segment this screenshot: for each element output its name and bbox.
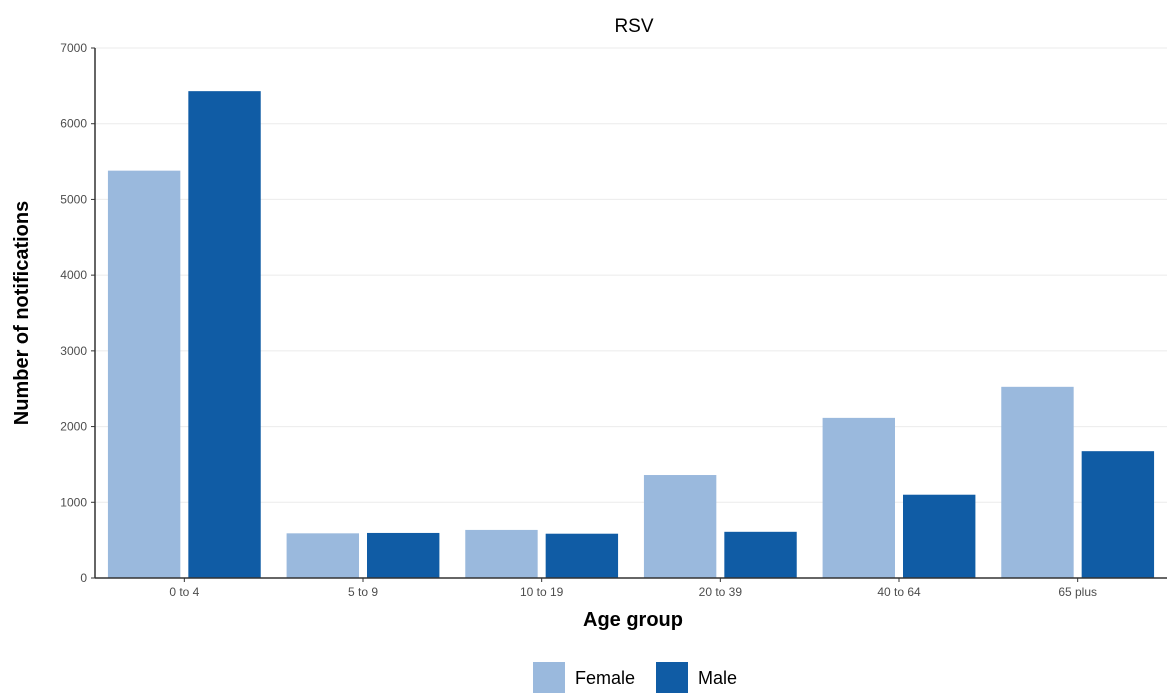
bars (107, 91, 1155, 579)
bar-male (1081, 451, 1155, 578)
bar-female (465, 529, 538, 578)
axes (91, 47, 1167, 582)
bar-female (286, 533, 359, 578)
y-tick-label: 2000 (60, 420, 87, 434)
x-tick-label: 20 to 39 (699, 585, 743, 599)
legend-label-female: Female (575, 668, 635, 688)
legend-label-male: Male (698, 668, 737, 688)
y-tick-label: 5000 (60, 192, 87, 206)
y-tick-label: 7000 (60, 41, 87, 55)
y-tick-labels: 0 1000 2000 3000 4000 5000 6000 7000 (60, 41, 87, 585)
x-tick-label: 0 to 4 (169, 585, 199, 599)
bar-male (188, 91, 261, 579)
y-axis-title: Number of notifications (11, 201, 33, 425)
x-tick-labels: 0 to 4 5 to 9 10 to 19 20 to 39 40 to 64 65 p… (169, 585, 1097, 599)
gridlines (95, 47, 1167, 579)
bar-male (367, 532, 440, 578)
bar-female (1001, 386, 1074, 578)
legend-swatch-male (656, 662, 688, 693)
x-tick-label: 65 plus (1058, 585, 1097, 599)
chart-title: RSV (614, 16, 653, 37)
y-tick-label: 3000 (60, 344, 87, 358)
bar-female (822, 417, 895, 578)
bar-female (107, 170, 181, 578)
legend-swatch-female (533, 662, 565, 693)
x-tick-label: 5 to 9 (348, 585, 378, 599)
y-tick-label: 4000 (60, 268, 87, 282)
bar-male (724, 531, 797, 578)
bar-female (643, 475, 717, 578)
y-tick-label: 1000 (60, 495, 87, 509)
bar-male (903, 494, 976, 578)
x-tick-label: 40 to 64 (877, 585, 921, 599)
y-tick-label: 6000 (60, 117, 87, 131)
x-axis-title: Age group (583, 609, 683, 631)
bar-male (545, 533, 619, 578)
y-tick-label: 0 (80, 571, 87, 585)
x-tick-label: 10 to 19 (520, 585, 564, 599)
legend: Female Male (533, 662, 737, 693)
